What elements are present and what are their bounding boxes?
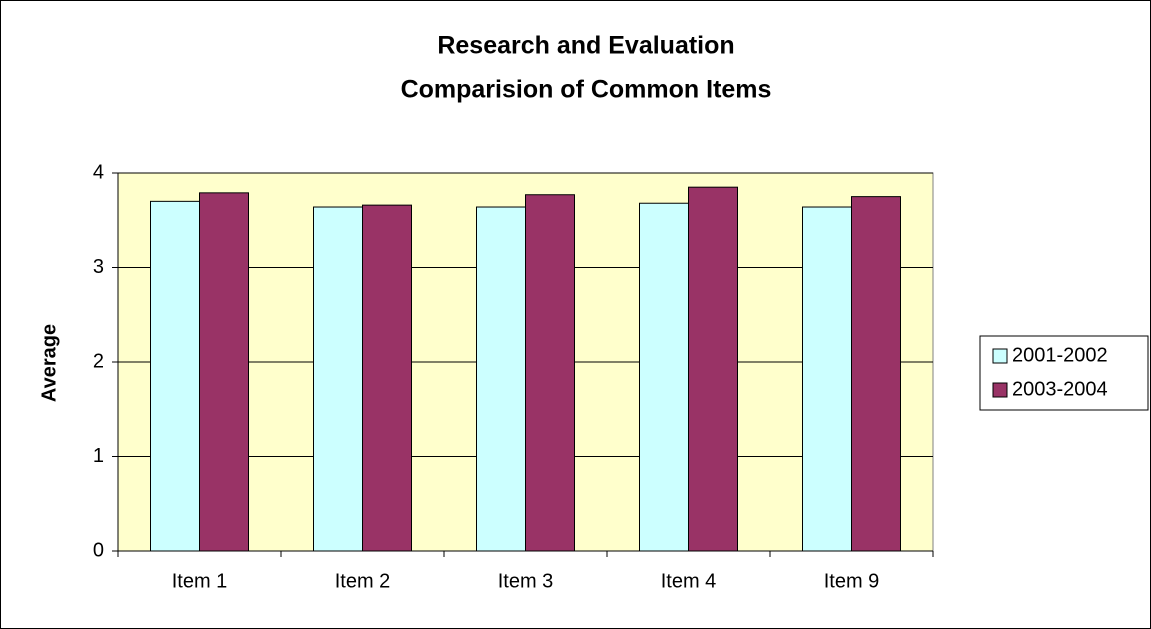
x-tick-label: Item 9 (824, 570, 880, 592)
x-tick-label: Item 4 (661, 570, 717, 592)
legend-swatch (992, 382, 1008, 398)
x-tick-label: Item 3 (498, 570, 554, 592)
y-tick-label: 4 (93, 161, 104, 183)
y-tick-label: 2 (93, 350, 104, 372)
legend-label: 2003-2004 (1012, 378, 1108, 400)
x-tick-label: Item 1 (172, 570, 228, 592)
bar (525, 194, 575, 552)
legend-label: 2001-2002 (1012, 344, 1108, 366)
x-tick-label: Item 2 (335, 570, 391, 592)
chart-title: Research and Evaluation (437, 32, 734, 60)
chart-title: Comparision of Common Items (401, 76, 772, 104)
bar (362, 204, 412, 552)
bar (851, 196, 901, 552)
legend-box (979, 335, 1149, 411)
y-tick-label: 3 (93, 256, 104, 278)
bar (688, 186, 738, 552)
y-tick-label: 0 (93, 539, 104, 561)
bar (150, 200, 200, 552)
y-tick-label: 1 (93, 445, 104, 467)
bar (476, 206, 526, 552)
y-axis-label: Average (38, 324, 60, 402)
bar (802, 206, 852, 552)
bar (639, 202, 689, 552)
legend-swatch (992, 348, 1008, 364)
bar (199, 192, 249, 552)
bar (313, 206, 363, 552)
